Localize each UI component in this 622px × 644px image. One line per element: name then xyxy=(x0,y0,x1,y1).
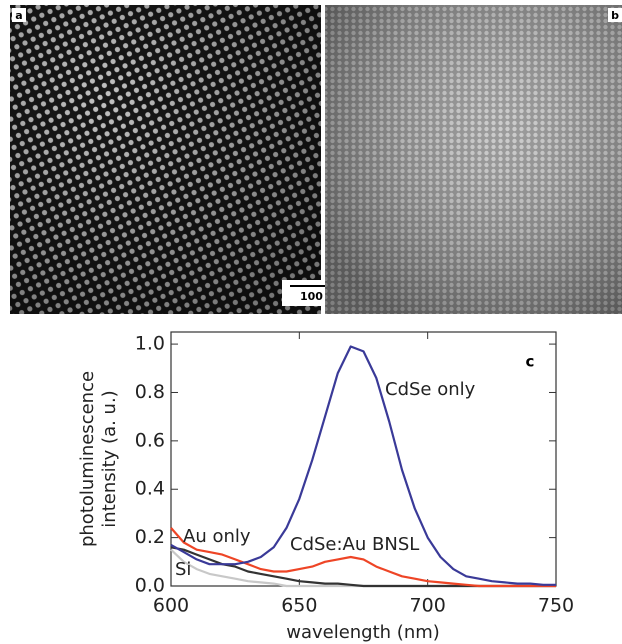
panel-label: a xyxy=(15,9,22,22)
x-tick-label: 700 xyxy=(410,595,446,617)
x-tick-label: 750 xyxy=(538,595,574,617)
series-line xyxy=(170,345,556,586)
x-tick-label: 600 xyxy=(153,595,189,617)
series-label: Si xyxy=(175,559,191,580)
y-tick-label: 0.0 xyxy=(135,575,165,597)
panel-b: b xyxy=(325,5,622,314)
series-label: Au only xyxy=(183,526,251,547)
y-axis-label: intensity (a. u.) xyxy=(99,390,120,527)
series-label: CdSe:Au BNSL xyxy=(290,534,419,555)
series-label: CdSe only xyxy=(385,379,476,400)
y-tick-label: 0.6 xyxy=(135,429,165,451)
shading xyxy=(325,5,622,314)
panel-a: a 100 nm xyxy=(10,5,364,314)
shading xyxy=(10,5,321,314)
panel-label: c xyxy=(526,353,535,371)
y-tick-label: 0.4 xyxy=(135,478,165,500)
panel-label: b xyxy=(611,9,619,22)
x-tick-label: 650 xyxy=(281,595,317,617)
series-line xyxy=(170,548,556,588)
series-line xyxy=(170,527,556,588)
y-tick-label: 0.8 xyxy=(135,381,165,403)
y-axis-label: photoluminescence xyxy=(77,371,98,547)
y-tick-label: 0.2 xyxy=(135,526,165,548)
x-axis-label: wavelength (nm) xyxy=(286,622,440,643)
label-box xyxy=(12,8,26,22)
label-box xyxy=(608,8,622,22)
y-tick-label: 1.0 xyxy=(135,333,165,355)
